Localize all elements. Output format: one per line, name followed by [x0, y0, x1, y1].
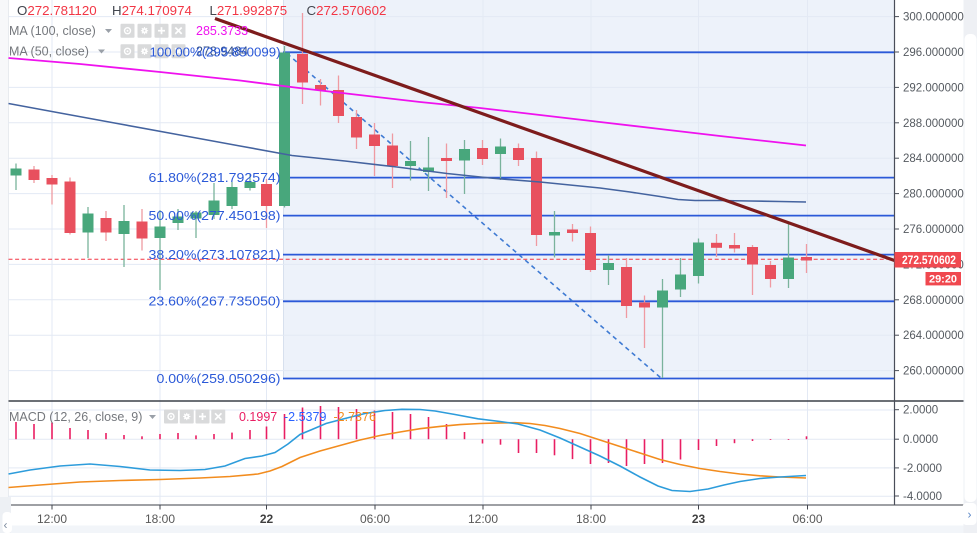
svg-text:278.9484: 278.9484 [196, 44, 248, 58]
svg-text:MA (50, close): MA (50, close) [9, 44, 89, 58]
svg-text:296.000000: 296.000000 [903, 47, 964, 59]
svg-text:‹: ‹ [4, 518, 8, 532]
svg-text:0.0000: 0.0000 [903, 434, 938, 446]
svg-text:C272.570602: C272.570602 [307, 3, 387, 18]
svg-text:100.00%(295.850099): 100.00%(295.850099) [150, 45, 281, 60]
svg-text:264.000000: 264.000000 [903, 330, 964, 342]
svg-text:284.000000: 284.000000 [903, 153, 964, 165]
svg-text:61.80%(281.792574): 61.80%(281.792574) [149, 170, 281, 185]
svg-text:2.0000: 2.0000 [903, 405, 938, 417]
svg-text:280.000000: 280.000000 [903, 189, 964, 201]
svg-text:260.000000: 260.000000 [903, 366, 964, 378]
svg-text:-2.5379: -2.5379 [284, 410, 326, 424]
svg-text:MACD (12, 26, close, 9): MACD (12, 26, close, 9) [9, 410, 142, 424]
svg-text:23.60%(267.735050): 23.60%(267.735050) [149, 294, 281, 309]
svg-text:12:00: 12:00 [37, 512, 67, 526]
svg-text:38.20%(273.107821): 38.20%(273.107821) [149, 247, 281, 262]
svg-text:29:20: 29:20 [929, 274, 957, 286]
svg-text:23: 23 [692, 512, 706, 526]
svg-text:268.000000: 268.000000 [903, 295, 964, 307]
svg-text:285.3733: 285.3733 [196, 24, 248, 38]
svg-text:50.00%(277.450198): 50.00%(277.450198) [149, 208, 281, 223]
svg-text:276.000000: 276.000000 [903, 224, 964, 236]
svg-text:06:00: 06:00 [792, 512, 822, 526]
svg-text:12:00: 12:00 [468, 512, 498, 526]
svg-text:272.570602: 272.570602 [902, 255, 956, 267]
svg-text:18:00: 18:00 [576, 512, 606, 526]
svg-text:300.000000: 300.000000 [903, 12, 964, 24]
svg-text:288.000000: 288.000000 [903, 118, 964, 130]
svg-text:22: 22 [260, 512, 274, 526]
svg-text:H274.170974: H274.170974 [112, 3, 192, 18]
svg-text:18:00: 18:00 [145, 512, 175, 526]
svg-text:-2.7376: -2.7376 [334, 410, 376, 424]
svg-text:0.1997: 0.1997 [239, 410, 277, 424]
svg-text:0.00%(259.050296): 0.00%(259.050296) [157, 371, 281, 386]
svg-text:O272.781120: O272.781120 [17, 3, 97, 18]
svg-text:292.000000: 292.000000 [903, 82, 964, 94]
svg-text:L271.992875: L271.992875 [210, 3, 288, 18]
svg-text:-4.0000: -4.0000 [903, 491, 942, 503]
svg-text:06:00: 06:00 [360, 512, 390, 526]
svg-text:MA (100, close): MA (100, close) [9, 24, 96, 38]
svg-text:-2.0000: -2.0000 [903, 463, 942, 475]
svg-text:›: › [968, 508, 972, 522]
